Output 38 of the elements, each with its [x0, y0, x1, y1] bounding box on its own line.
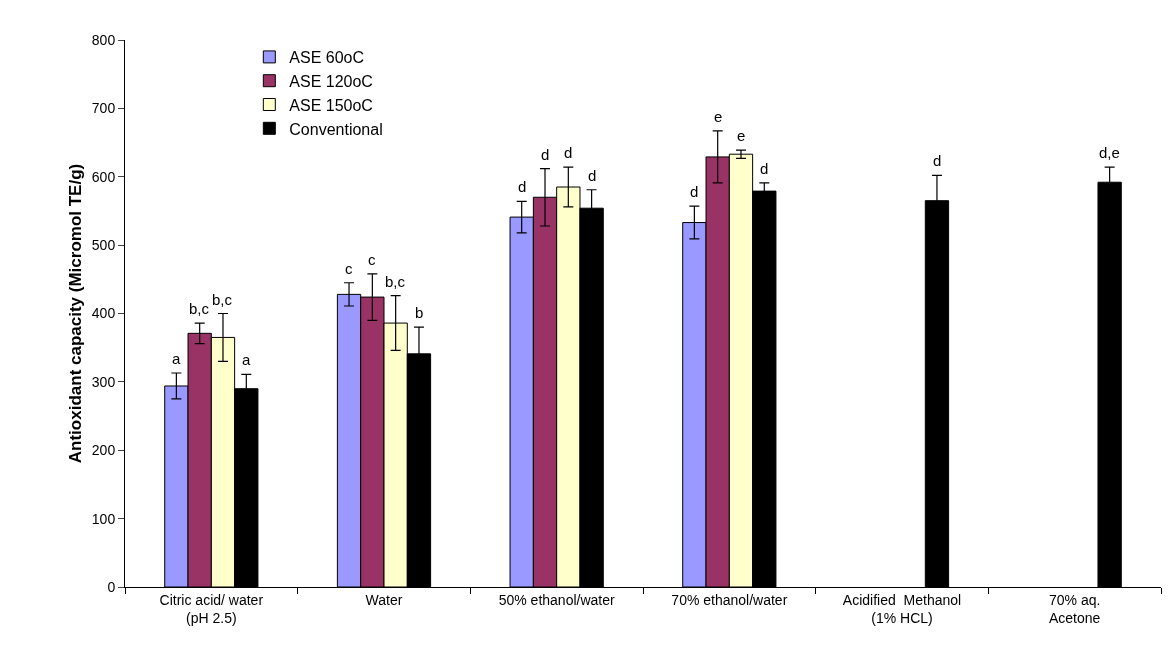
y-tick-label: 0	[107, 578, 116, 595]
y-tick-label: 100	[91, 510, 116, 527]
data-label: d	[518, 178, 527, 195]
data-label: c	[345, 260, 353, 277]
legend-label: Conventional	[289, 120, 383, 138]
data-label: b,c	[385, 273, 406, 290]
data-label: c	[368, 251, 376, 268]
x-tick-label: Water	[365, 591, 403, 608]
y-tick-label: 200	[91, 442, 116, 459]
data-label: d	[564, 144, 573, 161]
data-label: a	[242, 351, 251, 368]
x-tick-label: 70% aq. Acetone	[1048, 591, 1101, 626]
data-label: d	[690, 183, 699, 200]
data-label: a	[172, 350, 181, 367]
y-tick-label: 800	[91, 31, 116, 48]
y-tick-label: 700	[91, 100, 116, 117]
data-label: b	[415, 304, 424, 321]
data-label: b,c	[189, 300, 210, 317]
data-label: d	[760, 160, 769, 177]
data-label: e	[737, 127, 746, 144]
data-label: d	[933, 152, 942, 169]
y-tick-label: 600	[91, 168, 116, 185]
data-label: d	[588, 167, 597, 184]
y-axis-title: Antioxidant capacity (Micromol TE/g)	[66, 163, 85, 464]
x-tick-label: 70% ethanol/water	[671, 591, 788, 608]
y-tick-label: 400	[91, 305, 116, 322]
data-label: d,e	[1099, 144, 1120, 161]
data-label: e	[714, 108, 723, 125]
y-tick-label: 300	[91, 373, 116, 390]
data-label: d	[541, 146, 550, 163]
x-tick-label: Acidified Methanol (1% HCL)	[842, 591, 962, 626]
legend-label: ASE 150oC	[289, 96, 373, 114]
legend-label: ASE 60oC	[289, 49, 365, 67]
legend-label: ASE 120oC	[289, 72, 373, 90]
y-tick-label: 500	[91, 237, 116, 254]
data-label: b,c	[212, 291, 233, 308]
x-tick-label: Citric acid/ water (pH 2.5)	[159, 591, 264, 626]
x-tick-label: 50% ethanol/water	[498, 591, 615, 608]
